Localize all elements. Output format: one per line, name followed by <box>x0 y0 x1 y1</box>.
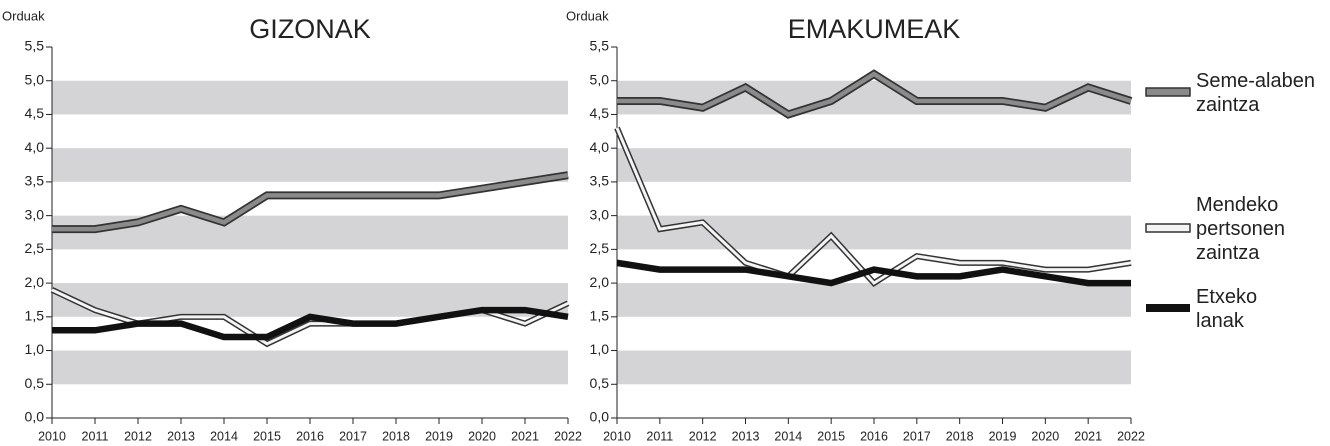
line <box>616 259 1131 287</box>
x-tick-label: 2014 <box>210 429 238 443</box>
series-line <box>52 306 569 341</box>
legend-label: Seme-alaben zaintza <box>1196 70 1321 116</box>
y-tick-label: 1,5 <box>590 308 610 324</box>
y-tick-label: 2,0 <box>590 274 610 290</box>
y-axis-label: Orduak <box>2 8 45 23</box>
y-tick-label: 2,5 <box>590 240 610 256</box>
chart-title: GIZONAK <box>249 14 371 44</box>
legend-label: Mendeko pertsonen zaintza <box>1196 194 1291 264</box>
y-tick-label: 0,5 <box>590 375 610 391</box>
line <box>52 306 569 341</box>
x-tick-label: 2012 <box>689 429 717 443</box>
x-tick-label: 2012 <box>124 429 152 443</box>
legend-swatch <box>1146 304 1190 312</box>
y-tick-label: 1,0 <box>25 341 45 357</box>
y-tick-label: 4,0 <box>25 139 45 155</box>
y-tick-label: 5,0 <box>590 71 610 87</box>
grid-band <box>52 80 568 115</box>
x-tick-label: 2011 <box>82 429 109 443</box>
y-tick-label: 3,5 <box>590 173 610 189</box>
x-tick-label: 2010 <box>38 429 66 443</box>
grid-band <box>617 283 1131 317</box>
x-tick-label: 2013 <box>167 429 195 443</box>
x-tick-label: 2022 <box>554 429 582 443</box>
line <box>615 127 1132 286</box>
y-tick-label: 0,0 <box>590 409 610 425</box>
x-tick-label: 2016 <box>296 429 324 443</box>
y-tick-label: 4,0 <box>590 139 610 155</box>
line <box>617 71 1132 117</box>
series-line <box>617 69 1133 119</box>
x-tick-label: 2021 <box>511 429 539 443</box>
y-tick-label: 5,5 <box>590 38 610 54</box>
x-tick-label: 2017 <box>339 429 367 443</box>
y-tick-label: 0,0 <box>25 409 45 425</box>
x-tick-label: 2010 <box>603 429 631 443</box>
x-tick-label: 2014 <box>774 429 802 443</box>
legend-label: Etxeko lanak <box>1196 286 1263 332</box>
x-tick-label: 2018 <box>946 429 974 443</box>
legend-swatch <box>1145 87 1191 97</box>
y-axis-label: Orduak <box>566 8 609 23</box>
legend-swatch <box>1145 223 1191 233</box>
x-tick-label: 2020 <box>1031 429 1059 443</box>
x-tick-label: 2021 <box>1074 429 1102 443</box>
x-tick-label: 2011 <box>646 429 673 443</box>
x-tick-label: 2020 <box>468 429 496 443</box>
y-tick-label: 5,0 <box>25 71 45 87</box>
y-tick-label: 3,0 <box>25 206 45 222</box>
x-tick-label: 2015 <box>253 429 281 443</box>
y-tick-label: 3,0 <box>590 206 610 222</box>
grid-band <box>617 148 1131 182</box>
y-tick-label: 2,0 <box>25 274 45 290</box>
y-tick-label: 0,5 <box>25 375 45 391</box>
y-tick-label: 2,5 <box>25 240 45 256</box>
x-tick-label: 2017 <box>903 429 931 443</box>
x-tick-label: 2013 <box>732 429 760 443</box>
series-line <box>614 126 1132 287</box>
x-tick-label: 2016 <box>860 429 888 443</box>
y-tick-label: 4,5 <box>25 105 45 121</box>
y-tick-label: 1,5 <box>25 308 45 324</box>
grid-band <box>52 148 568 182</box>
x-tick-label: 2015 <box>817 429 845 443</box>
chart-title: EMAKUMEAK <box>788 14 961 44</box>
x-tick-label: 2018 <box>382 429 410 443</box>
grid-band <box>617 350 1131 385</box>
series-line <box>52 171 569 234</box>
x-tick-label: 2019 <box>989 429 1017 443</box>
line <box>52 172 569 232</box>
x-tick-label: 2019 <box>425 429 453 443</box>
series-line <box>616 259 1131 287</box>
y-tick-label: 3,5 <box>25 173 45 189</box>
x-tick-label: 2022 <box>1117 429 1145 443</box>
y-tick-label: 1,0 <box>590 341 610 357</box>
grid-band <box>52 350 568 385</box>
y-tick-label: 5,5 <box>25 38 45 54</box>
y-tick-label: 4,5 <box>590 105 610 121</box>
